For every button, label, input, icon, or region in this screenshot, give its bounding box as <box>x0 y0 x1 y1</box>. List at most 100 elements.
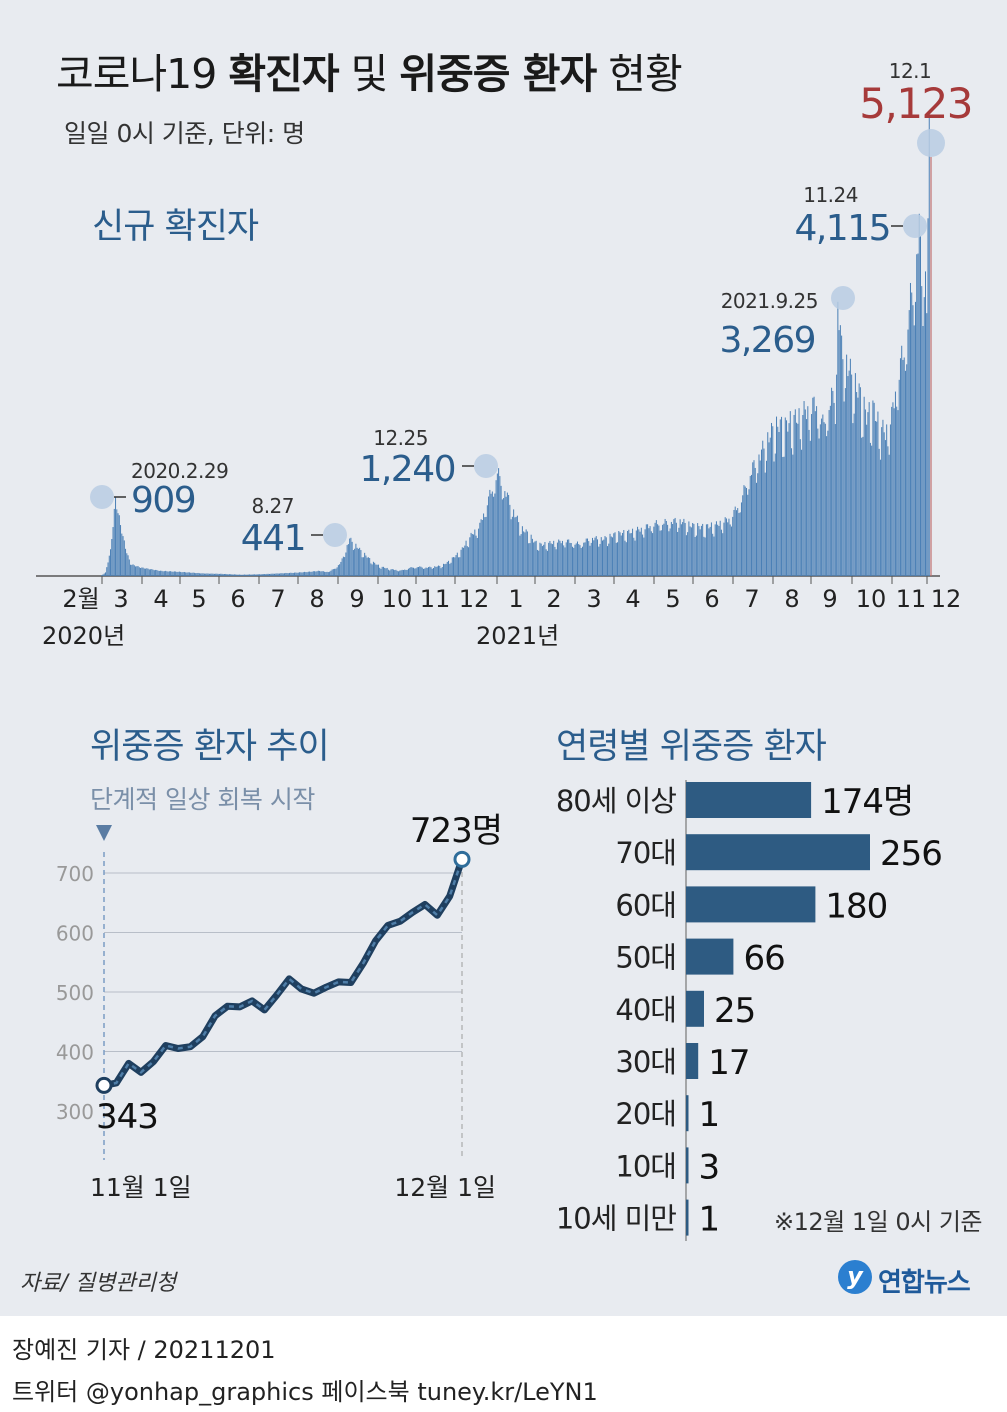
daily-bar <box>290 572 292 576</box>
daily-bar <box>317 570 319 576</box>
daily-bar <box>245 574 247 576</box>
daily-bar <box>515 516 517 576</box>
daily-bar <box>729 524 731 576</box>
daily-bar <box>150 569 152 576</box>
daily-bars <box>101 116 930 577</box>
y-tick-label: 700 <box>56 862 94 886</box>
daily-bar <box>874 420 876 576</box>
daily-bar <box>180 571 182 576</box>
daily-bar <box>555 549 557 576</box>
daily-bar <box>719 520 721 576</box>
daily-bar <box>665 520 667 576</box>
daily-bar <box>699 529 701 576</box>
daily-bar <box>440 568 442 576</box>
daily-bar <box>391 569 393 576</box>
daily-bar <box>754 467 756 576</box>
daily-bar <box>679 519 681 576</box>
y-tick-label: 500 <box>56 981 94 1005</box>
daily-bar <box>167 571 169 576</box>
daily-bar <box>627 530 629 576</box>
daily-bar <box>822 414 824 576</box>
daily-bar <box>248 574 250 576</box>
daily-bar <box>828 410 830 576</box>
daily-bar <box>458 557 460 576</box>
x-tick-label: 2월 <box>62 585 99 613</box>
daily-bar <box>275 573 277 576</box>
daily-bar <box>779 419 781 576</box>
daily-bar <box>674 517 676 576</box>
daily-bar <box>439 565 441 576</box>
daily-bar <box>130 564 132 576</box>
daily-bar <box>203 573 205 576</box>
daily-bar <box>733 509 735 576</box>
daily-bar <box>904 370 906 576</box>
daily-bar <box>657 524 659 576</box>
daily-bar <box>824 423 826 576</box>
daily-bar <box>419 566 421 576</box>
daily-bar <box>360 550 362 576</box>
daily-bar <box>894 391 896 576</box>
daily-bar <box>208 573 210 576</box>
daily-bar <box>321 571 323 576</box>
daily-bar <box>861 437 863 576</box>
infographic-panel <box>0 0 1007 1316</box>
daily-bar <box>499 476 501 576</box>
yonhap-logo-icon: y <box>838 1260 872 1294</box>
daily-bar <box>886 424 888 576</box>
daily-bar <box>869 442 871 576</box>
daily-bar <box>831 387 833 576</box>
x-label-end: 12월 1일 <box>394 1173 496 1202</box>
daily-bar <box>257 574 259 576</box>
age-bar <box>686 990 704 1027</box>
daily-bar <box>796 422 798 576</box>
daily-bar <box>926 313 928 576</box>
daily-bar <box>222 574 224 576</box>
daily-bar <box>518 522 520 576</box>
daily-bar <box>563 545 565 576</box>
daily-bar <box>887 446 889 576</box>
daily-bar <box>703 536 705 576</box>
age-category-label: 60대 <box>615 888 676 922</box>
daily-bar <box>907 329 909 576</box>
daily-bar <box>564 547 566 576</box>
daily-bar <box>922 326 924 576</box>
daily-bar <box>157 570 159 576</box>
daily-bar <box>196 573 198 576</box>
daily-bar <box>450 562 452 576</box>
daily-bar <box>771 422 773 576</box>
daily-bar <box>305 572 307 576</box>
daily-bar <box>264 574 266 576</box>
x-tick-label: 6 <box>704 585 719 613</box>
daily-bar <box>431 568 433 576</box>
age-bar <box>686 834 870 871</box>
age-value-label: 1 <box>699 1200 720 1240</box>
age-value-label: 3 <box>699 1147 720 1187</box>
daily-bar <box>897 410 899 576</box>
daily-bar <box>605 537 607 576</box>
daily-bar <box>722 533 724 576</box>
daily-bar <box>812 397 814 576</box>
daily-bar <box>871 445 873 576</box>
daily-bar <box>121 533 123 576</box>
daily-bar <box>177 571 179 576</box>
daily-bar <box>296 572 298 576</box>
daily-bar <box>598 546 600 576</box>
daily-bar <box>236 574 238 576</box>
daily-bar <box>356 547 358 576</box>
daily-bar <box>206 573 208 576</box>
daily-bar <box>501 499 503 576</box>
daily-bar <box>508 494 510 576</box>
daily-bar <box>551 544 553 576</box>
daily-bar <box>807 406 809 576</box>
daily-bar <box>387 569 389 576</box>
yonhap-logo-text: 연합뉴스 <box>878 1268 971 1298</box>
daily-bar <box>848 370 850 576</box>
daily-bar <box>634 540 636 576</box>
daily-bar <box>667 524 669 576</box>
daily-bar <box>347 544 349 576</box>
daily-bar <box>256 574 258 576</box>
daily-bar <box>446 561 448 576</box>
peak-marker <box>323 523 347 547</box>
daily-bar <box>415 568 417 576</box>
daily-bar <box>544 542 546 576</box>
